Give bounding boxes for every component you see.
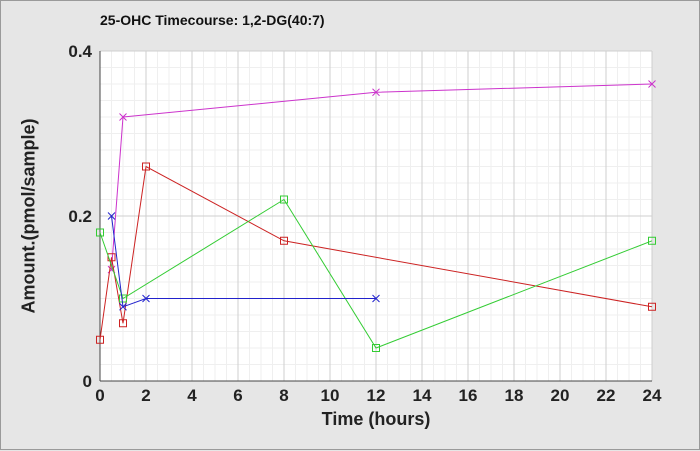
data-point [107, 212, 116, 220]
x-tick-label: 6 [233, 386, 242, 405]
data-point [119, 302, 127, 311]
data-point [119, 294, 127, 303]
x-tick-label: 22 [597, 386, 616, 405]
data-point [280, 195, 288, 204]
data-point [280, 236, 288, 245]
data-point [648, 302, 656, 311]
chart-title: 25-OHC Timecourse: 1,2-DG(40:7) [100, 12, 325, 28]
x-tick-label: 18 [505, 386, 524, 405]
y-tick-label: 0.4 [68, 42, 92, 61]
data-point [119, 319, 127, 328]
data-point [372, 294, 380, 303]
x-tick-label: 24 [643, 386, 662, 405]
x-tick-label: 12 [367, 386, 386, 405]
data-point [372, 88, 380, 97]
x-tick-label: 14 [413, 386, 432, 405]
series-line-4 [111, 215, 376, 308]
y-tick-label: 0 [83, 372, 92, 391]
data-point [107, 253, 116, 262]
data-point [96, 228, 104, 237]
data-point [372, 344, 380, 352]
data-point [142, 162, 150, 171]
x-tick-label: 4 [187, 386, 197, 405]
x-axis-label: Time (hours) [321, 409, 431, 429]
x-tick-label: 20 [551, 386, 570, 405]
series-line-3 [99, 198, 653, 349]
data-point [142, 294, 150, 303]
data-point [96, 335, 104, 344]
x-tick-label: 0 [95, 386, 104, 405]
data-point [119, 113, 127, 121]
series-line-2 [99, 165, 653, 340]
data-point [648, 80, 656, 88]
x-tick-label: 10 [321, 386, 340, 405]
y-tick-label: 0.2 [68, 207, 92, 226]
x-tick-label: 16 [459, 386, 478, 405]
series-line-1 [111, 83, 653, 270]
data-point [648, 236, 656, 245]
x-tick-label: 2 [141, 386, 150, 405]
x-tick-label: 8 [279, 386, 288, 405]
